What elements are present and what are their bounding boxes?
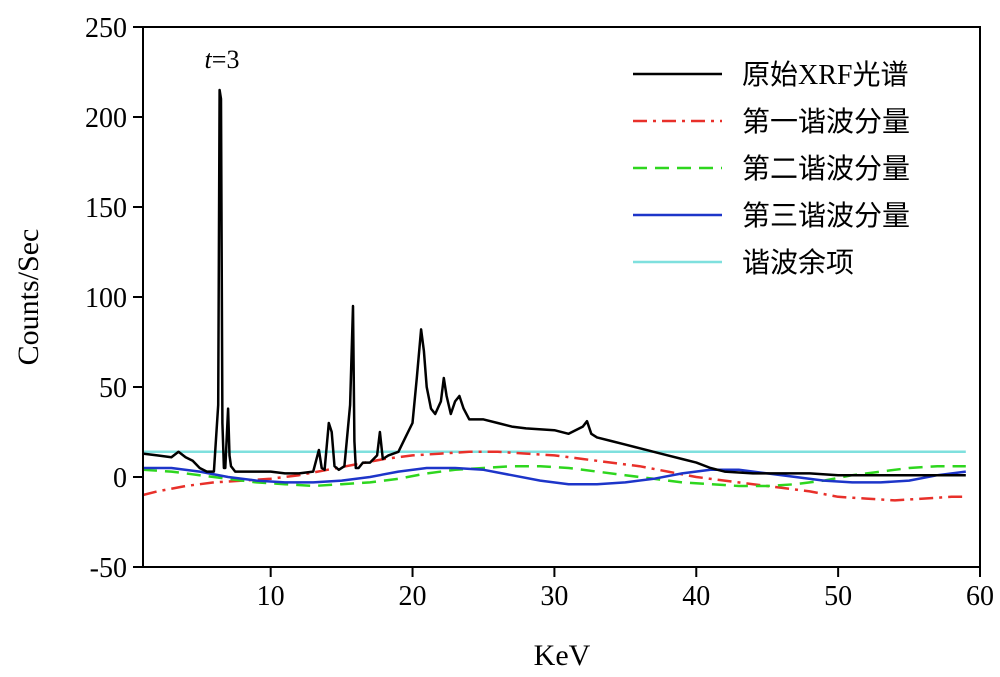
x-axis-ticks: 10 20 30 40 50 60 [257,567,994,612]
y-tick-label: 0 [113,463,127,494]
plot-lines [142,88,966,502]
y-tick-label: -50 [90,553,127,584]
annotation-value: =3 [212,45,240,74]
legend-label: 第一谐波分量 [742,106,910,138]
y-tick-label: 150 [85,193,127,224]
x-axis-label: KeV [534,639,591,672]
series-line-4 [143,466,966,486]
y-tick-label: 250 [85,13,127,44]
x-tick-label: 50 [824,581,852,612]
series-line-2 [142,450,966,502]
x-tick-label: 30 [540,581,568,612]
peak-annotation: t=3 [205,45,240,74]
legend-label: 谐波余项 [742,247,854,279]
annotation-variable: t [205,45,213,74]
legend-label: 第二谐波分量 [742,153,910,185]
y-axis-ticks: 250 200 150 100 50 0 -50 [85,13,143,584]
legend-label: 原始XRF光谱 [742,59,908,91]
y-tick-label: 50 [99,373,127,404]
y-tick-label: 100 [85,283,127,314]
y-tick-label: 200 [85,103,127,134]
x-tick-label: 10 [257,581,285,612]
legend-label: 第三谐波分量 [742,200,910,232]
x-tick-label: 60 [966,581,994,612]
x-tick-label: 20 [399,581,427,612]
series-line-1 [142,88,966,477]
x-tick-label: 40 [682,581,710,612]
y-axis-label: Counts/Sec [12,229,45,366]
